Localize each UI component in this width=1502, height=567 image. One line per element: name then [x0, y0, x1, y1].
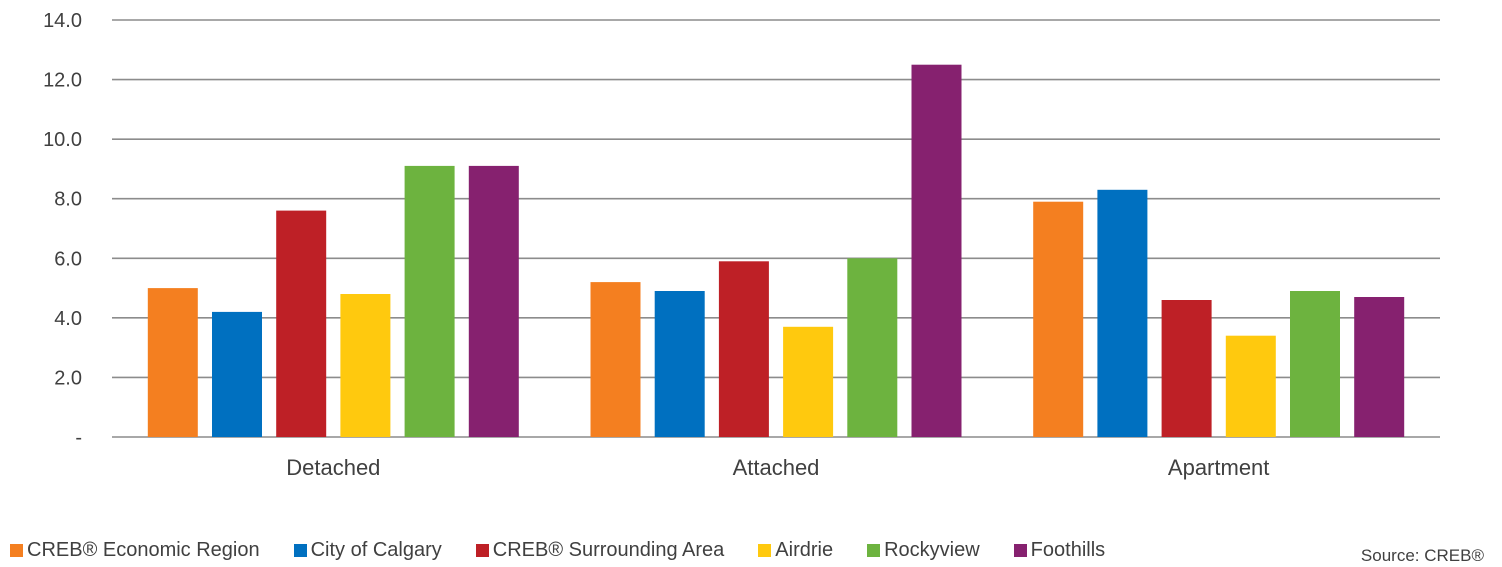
- bar: [1225, 335, 1276, 437]
- legend-swatch: [867, 543, 881, 557]
- gridlines: [112, 19, 1440, 438]
- legend-item: City of Calgary: [293, 538, 442, 562]
- legend-item: CREB® Economic Region: [10, 539, 260, 562]
- y-tick-label: 10.0: [43, 129, 82, 151]
- bar: [1033, 201, 1084, 437]
- bar: [911, 64, 962, 437]
- bar: [783, 326, 834, 437]
- x-axis-category-labels: Detached Attached Apartment: [286, 455, 1269, 480]
- legend-swatch: [758, 543, 772, 557]
- legend-label: Airdrie: [775, 538, 834, 561]
- legend-swatch: [293, 543, 307, 557]
- y-tick-label: 12.0: [43, 70, 82, 92]
- x-category-label: Apartment: [1168, 455, 1270, 480]
- legend-label: CREB® Economic Region: [27, 538, 260, 561]
- bar: [654, 291, 705, 437]
- bar: [1290, 291, 1340, 437]
- y-tick-label: 4.0: [54, 308, 82, 330]
- legend-label: CREB® Surrounding Area: [492, 538, 725, 561]
- bar: [1161, 300, 1212, 437]
- bar: [1097, 189, 1148, 437]
- x-category-label: Attached: [733, 455, 820, 480]
- bar: [147, 288, 198, 437]
- legend-swatch: [475, 543, 489, 557]
- bar: [847, 258, 898, 437]
- y-tick-label: -: [75, 427, 82, 449]
- y-tick-label: 2.0: [54, 367, 82, 389]
- legend-item: CREB® Surrounding Area: [475, 538, 725, 562]
- bar: [340, 294, 391, 437]
- bars: [147, 64, 1405, 437]
- bar: [590, 282, 641, 437]
- y-tick-label: 6.0: [54, 248, 82, 270]
- y-axis-tick-labels: - 2.0 4.0 6.0 8.0 10.0 12.0 14.0: [43, 10, 82, 449]
- bar: [276, 210, 327, 437]
- bar: [468, 165, 519, 437]
- legend-label: City of Calgary: [310, 538, 442, 561]
- legend-item: Rockyview: [867, 539, 980, 562]
- bar-chart: - 2.0 4.0 6.0 8.0 10.0 12.0 14.0 Detached Attach…: [43, 10, 1440, 480]
- y-tick-label: 14.0: [43, 10, 82, 32]
- x-category-label: Detached: [286, 455, 380, 480]
- source-note: Source: CREB®: [1360, 546, 1484, 565]
- bar: [212, 311, 262, 437]
- bar: [718, 261, 769, 437]
- legend-item: Foothills: [1013, 538, 1106, 562]
- bar: [1354, 297, 1405, 437]
- legend-swatch: [1013, 543, 1027, 557]
- bar: [404, 165, 455, 437]
- legend-label: Foothills: [1030, 538, 1106, 561]
- legend: CREB® Economic Region City of Calgary CREB…: [10, 536, 1139, 564]
- legend-item: Airdrie: [758, 539, 833, 562]
- legend-label: Rockyview: [884, 538, 980, 561]
- legend-swatch: [10, 543, 23, 557]
- y-tick-label: 8.0: [54, 189, 82, 211]
